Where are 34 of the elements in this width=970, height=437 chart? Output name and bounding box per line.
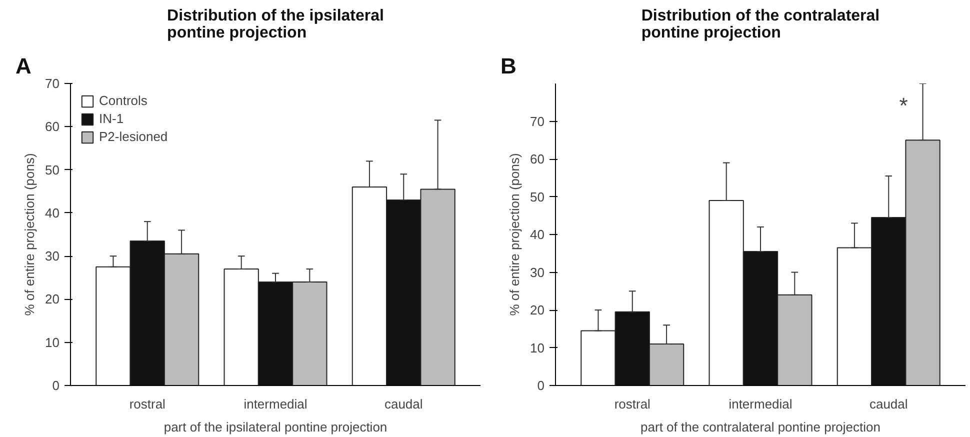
text: B — [500, 54, 516, 78]
y-tick-label: 60 — [45, 119, 60, 134]
chart-title: Distribution of the contralateral pontine projection — [641, 8, 880, 42]
y-tick-label: 0 — [537, 378, 545, 393]
y-tick-label: 0 — [52, 378, 60, 393]
y-tick-label: 30 — [45, 248, 60, 264]
x-tick-label: rostral — [614, 396, 651, 412]
y-tick-label: 50 — [45, 162, 60, 178]
y-tick-label: 40 — [45, 205, 60, 220]
x-tick-label: intermedial — [244, 396, 308, 412]
x-tick-label: caudal — [869, 396, 908, 412]
x-tick-label: intermedial — [728, 396, 792, 412]
y-tick-label: 50 — [530, 189, 545, 204]
y-axis-title: % of entire projection (pons) — [22, 153, 38, 316]
y-tick-label: 10 — [530, 340, 545, 356]
legend-label: P2-lesioned — [99, 129, 168, 144]
x-axis-title: part of the contralateral pontine projection — [640, 420, 880, 434]
y-tick-label: 70 — [530, 114, 545, 129]
annotation: * — [899, 93, 908, 118]
x-axis-title: part of the ipsilateral pontine projection — [164, 420, 388, 434]
y-tick-label: 20 — [530, 302, 545, 318]
y-tick-label: 40 — [530, 227, 545, 242]
y-axis-title: % of entire projection (pons) — [507, 153, 522, 316]
y-tick-label: 70 — [45, 76, 60, 91]
y-tick-label: 20 — [45, 292, 60, 307]
legend-label: IN-1 — [99, 111, 124, 126]
text: A — [16, 54, 32, 78]
x-tick-label: caudal — [384, 396, 423, 412]
legend-label: Controls — [99, 93, 148, 108]
x-tick-label: rostral — [129, 396, 166, 412]
y-tick-label: 30 — [530, 264, 545, 280]
y-tick-label: 10 — [45, 334, 60, 350]
chart-title: Distribution of the ipsilateral pontine projection — [167, 8, 384, 42]
y-tick-label: 60 — [530, 152, 545, 166]
